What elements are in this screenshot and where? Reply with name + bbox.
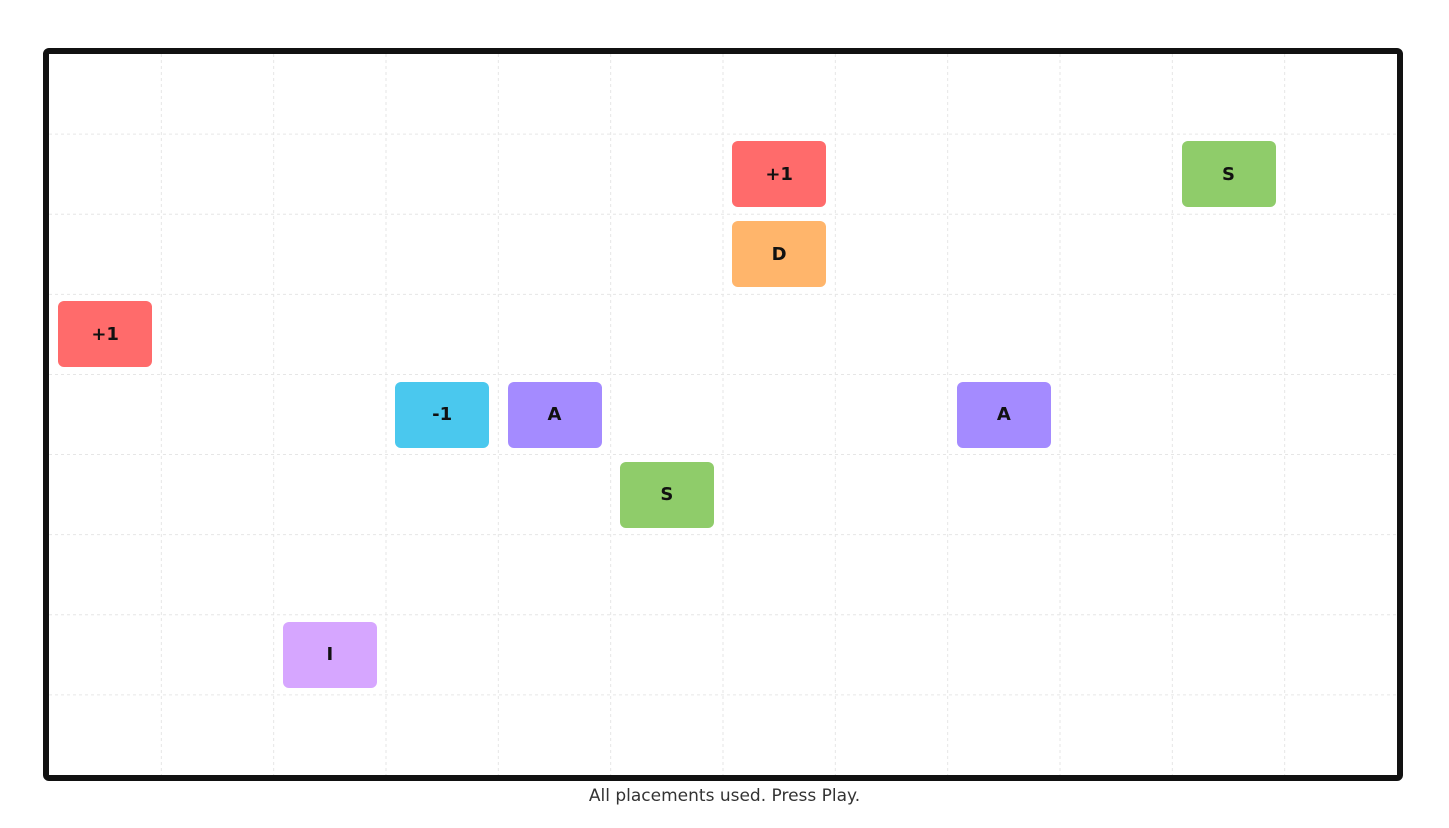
status-message: All placements used. Press Play. <box>588 786 861 806</box>
board-grid <box>49 54 1397 775</box>
tile-s[interactable]: S <box>619 461 714 528</box>
tile-a[interactable]: A <box>956 381 1051 448</box>
tile-a[interactable]: A <box>507 381 602 448</box>
tile-d[interactable]: D <box>732 221 827 288</box>
tile-plus1[interactable]: +1 <box>58 301 153 368</box>
tile-minus1[interactable]: -1 <box>395 381 490 448</box>
tile-plus1[interactable]: +1 <box>732 141 827 208</box>
tile-s[interactable]: S <box>1181 141 1276 208</box>
tile-i[interactable]: I <box>282 621 377 688</box>
game-board[interactable]: +1 S D +1 -1 A A S I <box>43 48 1403 781</box>
